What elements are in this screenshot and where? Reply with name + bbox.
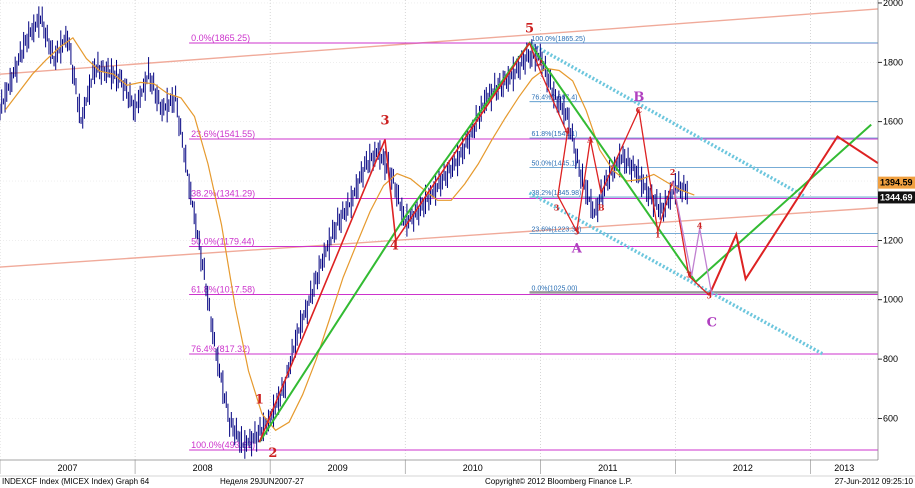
wave-label-minor: 5	[706, 290, 712, 300]
y-tick-label: 2000	[883, 0, 903, 8]
wave-label-minor: A	[586, 134, 594, 144]
price-tag-box	[878, 191, 915, 204]
wave-label-major: A	[571, 241, 583, 256]
y-tick-label: 1600	[883, 117, 903, 127]
trendline	[0, 8, 879, 75]
small-fib-level-label: 0.0%(1025.00)	[532, 285, 578, 292]
wave-label-major: 5	[525, 22, 534, 37]
fib-level-label: 50.0%(1179.44)	[191, 236, 254, 246]
small-fib-level-label: 100.0%(1865.25)	[532, 36, 586, 43]
wave-label-major: B	[633, 90, 644, 105]
y-tick-label: 1200	[883, 235, 903, 245]
wave-label-minor: 5	[574, 226, 580, 236]
chart-plot-area	[0, 0, 878, 460]
x-tick-label: 2007	[58, 463, 78, 473]
wave-label-major: 4	[390, 238, 399, 253]
wave-label-minor: 1	[655, 229, 661, 239]
x-tick-label: 2012	[733, 463, 753, 473]
red-projection-line	[708, 135, 879, 296]
trendline	[0, 207, 879, 268]
violet-projection-line	[672, 180, 713, 296]
fib-level-label: 76.4%(817.32)	[191, 344, 250, 354]
x-tick-label: 2013	[834, 463, 854, 473]
y-tick-label: 1800	[883, 57, 903, 67]
wave-label-major: 2	[268, 446, 277, 461]
small-fib-level-label: 50.0%(1445.1)	[532, 161, 578, 168]
channel-upper-line	[528, 41, 805, 198]
wave-label-minor: B	[598, 203, 605, 213]
period-label: Неделя 29JUN2007-27	[220, 477, 304, 486]
fib-level-label: 0.0%(1865.25)	[191, 33, 250, 43]
instrument-label: INDEXCF Index (MICEX Index) Graph 64	[2, 477, 150, 486]
red-impulse-line	[258, 42, 531, 443]
fib-level-label: 23.6%(1541.55)	[191, 129, 255, 139]
wave-label-major: 1	[255, 393, 264, 408]
moving-average-line	[4, 36, 695, 432]
fib-level-label: 38.2%(1341.29)	[191, 188, 255, 198]
y-tick-label: 800	[883, 354, 898, 364]
wave-label-minor: 2	[538, 57, 544, 67]
y-tick-label: 1000	[883, 295, 903, 305]
wave-label-major: C	[707, 315, 717, 330]
x-tick-label: 2011	[598, 463, 617, 473]
timestamp-label: 27-Jun-2012 09:25:10	[835, 477, 914, 486]
wave-label-minor: 3	[554, 203, 560, 213]
wave-label-minor: 2	[670, 167, 676, 177]
copyright-label: Copyright© 2012 Bloomberg Finance L.P.	[485, 477, 632, 486]
small-fib-level-label: 76.4%(1667.4)	[532, 95, 578, 102]
x-tick-label: 2008	[193, 463, 213, 473]
wave-label-minor: C	[636, 105, 642, 115]
x-tick-label: 2010	[463, 463, 483, 473]
small-fib-level-label: 61.8%(1545.1)	[532, 131, 578, 138]
wave-label-minor: 4	[697, 221, 703, 231]
price-tag-label: 1344.69	[880, 192, 913, 202]
wave-label-major: 3	[380, 114, 389, 129]
small-fib-level-label: 23.6%(1223.30)	[532, 226, 582, 233]
small-fib-level-label: 38.2%(1345.98)	[532, 190, 582, 197]
price-tag-box	[878, 176, 915, 189]
fib-level-label: 100.0%(493.62)	[191, 440, 255, 450]
wave-label-minor: 4	[565, 126, 571, 136]
wave-label-minor: 3	[686, 269, 692, 279]
y-tick-label: 600	[883, 413, 898, 423]
price-tag-label: 1394.59	[880, 178, 913, 188]
fib-level-label: 61.8%(1017.58)	[191, 285, 255, 295]
x-tick-label: 2009	[328, 463, 348, 473]
